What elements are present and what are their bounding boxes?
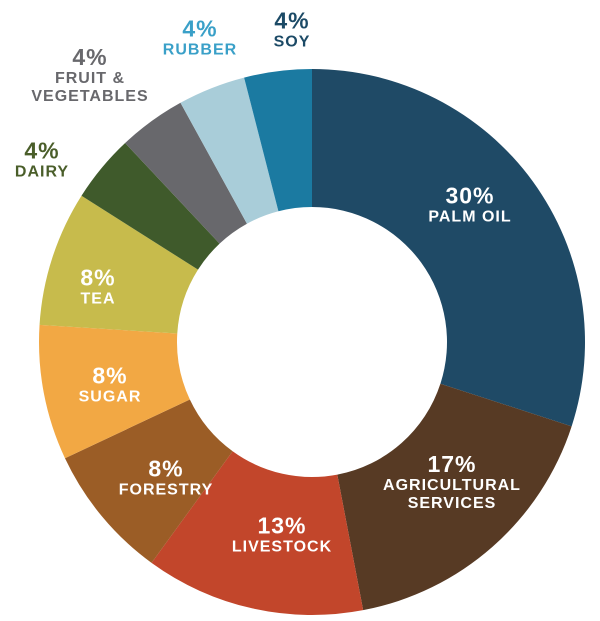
- value-label: 13%: [257, 512, 307, 539]
- donut-segment: [337, 383, 572, 611]
- segment-label: 4% SOY: [247, 7, 337, 52]
- value-label: 4%: [24, 137, 60, 164]
- category-label: FORESTRY: [118, 481, 214, 499]
- segment-label: 4% RUBBER: [145, 15, 255, 60]
- donut-segment: [39, 324, 190, 459]
- category-label: AGRICULTURAL SERVICES: [383, 477, 521, 512]
- donut-segment: [39, 195, 199, 334]
- value-label: 4%: [72, 43, 108, 70]
- segment-label: 8% TEA: [48, 264, 148, 309]
- category-label: SOY: [273, 33, 311, 51]
- value-label: 17%: [427, 450, 477, 477]
- value-label: 4%: [274, 7, 310, 34]
- donut-segment: [64, 399, 233, 563]
- category-label: PALM OIL: [428, 208, 512, 226]
- donut-segment: [312, 69, 585, 427]
- segment-label: 4% FRUIT & VEGETABLES: [20, 43, 160, 105]
- value-label: 8%: [80, 264, 116, 291]
- category-label: LIVESTOCK: [231, 538, 333, 556]
- donut-segment: [180, 77, 279, 224]
- segment-label: 30% PALM OIL: [385, 182, 555, 227]
- segment-label: 8% FORESTRY: [96, 455, 236, 500]
- segment-label: 4% DAIRY: [0, 137, 87, 182]
- segment-label: 17% AGRICULTURAL SERVICES: [357, 450, 547, 512]
- donut-segment: [81, 142, 220, 270]
- donut-segment: [151, 451, 364, 615]
- value-label: 8%: [148, 455, 184, 482]
- donut-segment: [125, 102, 247, 244]
- value-label: 4%: [182, 15, 218, 42]
- segment-label: 13% LIVESTOCK: [202, 512, 362, 557]
- category-label: RUBBER: [162, 41, 238, 59]
- value-label: 30%: [445, 182, 495, 209]
- category-label: DAIRY: [14, 163, 70, 181]
- category-label: SUGAR: [78, 388, 142, 406]
- category-label: FRUIT & VEGETABLES: [31, 70, 149, 105]
- value-label: 8%: [92, 362, 128, 389]
- segment-label: 8% SUGAR: [50, 362, 170, 407]
- category-label: TEA: [80, 290, 116, 308]
- donut-segment: [244, 69, 312, 212]
